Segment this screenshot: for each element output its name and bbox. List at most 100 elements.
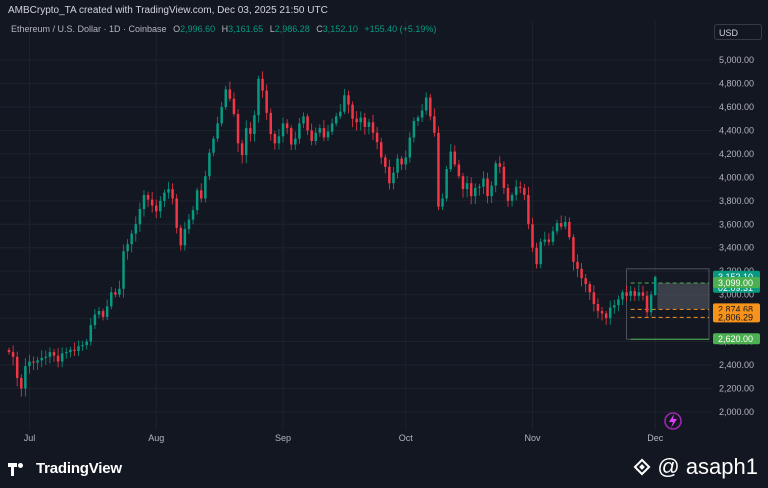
candle-body <box>351 104 354 119</box>
candle-body <box>334 116 338 124</box>
candle-body <box>187 219 191 229</box>
candle-body <box>486 178 489 197</box>
open-label: O <box>173 24 180 34</box>
tradingview-logo[interactable]: TradingView <box>8 460 122 477</box>
candle-body <box>379 142 383 158</box>
candle-body <box>281 123 285 137</box>
candle-body <box>130 233 133 245</box>
level-2874-tag: 2,874.68 <box>718 304 753 314</box>
candle-body <box>559 223 563 227</box>
candle-body <box>469 183 473 197</box>
candle-body <box>7 350 11 353</box>
candle-body <box>633 291 637 296</box>
candle-body <box>408 137 412 158</box>
candle-body <box>240 143 244 156</box>
candle-body <box>429 97 432 117</box>
candle-body <box>543 239 547 242</box>
candle-body <box>355 118 358 123</box>
y-tick-label: 4,000.00 <box>719 172 754 182</box>
candle-body <box>645 295 649 313</box>
candle-body <box>294 138 297 145</box>
candle-body <box>367 122 371 127</box>
chart-credit: AMBCrypto_TA created with TradingView.co… <box>8 5 328 16</box>
candle-body <box>236 114 240 144</box>
y-tick-label: 4,600.00 <box>719 102 754 112</box>
y-tick-label: 4,400.00 <box>719 125 754 135</box>
candle-body <box>531 224 534 248</box>
x-tick-label: Dec <box>647 433 664 443</box>
candle-body <box>637 292 641 296</box>
candle-body <box>36 360 39 363</box>
y-tick-label: 3,400.00 <box>719 243 754 253</box>
candle-body <box>514 186 518 195</box>
candle-body <box>142 194 146 210</box>
candle-body <box>318 128 322 133</box>
y-tick-label: 2,400.00 <box>719 360 754 370</box>
x-tick-label: Sep <box>275 433 291 443</box>
candle-body <box>453 151 457 165</box>
candle-body <box>216 123 219 139</box>
candle-body <box>122 251 125 289</box>
candle-body <box>445 169 448 199</box>
candle-body <box>171 189 174 199</box>
candle-body <box>85 341 88 346</box>
lightning-alert-icon[interactable] <box>664 412 682 430</box>
candle-body <box>400 158 403 165</box>
candle-body <box>649 294 653 313</box>
candle-body <box>347 95 350 105</box>
candle-body <box>163 192 166 201</box>
candle-body <box>539 241 542 265</box>
candle-body <box>146 194 150 200</box>
time-axis[interactable]: Jul Aug Sep Oct Nov Dec <box>24 433 664 443</box>
candle-body <box>433 116 436 133</box>
candle-body <box>404 157 407 165</box>
candle-body <box>195 190 199 211</box>
candle-body <box>563 221 567 227</box>
candle-body <box>392 172 395 184</box>
candle-body <box>228 89 232 99</box>
open-value: 2,996.60 <box>180 24 215 34</box>
candle-body <box>154 205 158 212</box>
candle-body <box>604 313 608 319</box>
high-label: H <box>222 24 229 34</box>
candle-body <box>510 194 514 201</box>
price-label-tags: 3,152.1002:09:313,099.002,874.682,806.29… <box>713 270 760 345</box>
level-3099-tag-bg <box>713 277 760 289</box>
close-value: 3,152.10 <box>323 24 358 34</box>
watermark-text: @ asaph1 <box>657 454 758 479</box>
candle-body <box>110 292 113 307</box>
level-3099-tag: 3,099.00 <box>718 278 753 288</box>
candle-body <box>150 199 154 206</box>
candle-body <box>343 95 346 112</box>
price-chart[interactable]: 2,000.002,200.002,400.002,600.002,800.00… <box>0 0 768 456</box>
candle-body <box>101 311 105 317</box>
candle-body <box>617 299 620 306</box>
candle-body <box>330 123 334 132</box>
y-tick-label: 2,000.00 <box>719 407 754 417</box>
candle-body <box>220 106 223 124</box>
price-axis[interactable]: 2,000.002,200.002,400.002,600.002,800.00… <box>719 55 754 417</box>
candle-body <box>326 131 330 138</box>
svg-text:Ethereum / U.S. Dollar · 1D ·: Ethereum / U.S. Dollar · 1D · Coinbase O… <box>11 24 436 34</box>
candle-body <box>363 117 367 127</box>
candle-body <box>118 288 121 295</box>
candle-body <box>56 355 60 362</box>
candle-body <box>580 268 583 279</box>
candle-body <box>126 244 129 252</box>
candle-body <box>412 121 416 138</box>
candle-body <box>449 151 452 170</box>
currency-selector[interactable]: USD <box>714 24 762 40</box>
candle-body <box>457 164 461 177</box>
candle-body <box>289 128 293 145</box>
candle-body <box>388 166 391 184</box>
candle-body <box>199 190 203 199</box>
low-label: L <box>270 24 275 34</box>
candle-body <box>134 224 138 234</box>
candle-body <box>600 311 604 314</box>
candle-body <box>93 314 97 326</box>
candle-body <box>257 78 260 116</box>
candle-body <box>249 128 252 134</box>
x-tick-label: Oct <box>399 433 414 443</box>
candle-body <box>523 187 526 195</box>
tradingview-logo-icon <box>8 462 30 476</box>
